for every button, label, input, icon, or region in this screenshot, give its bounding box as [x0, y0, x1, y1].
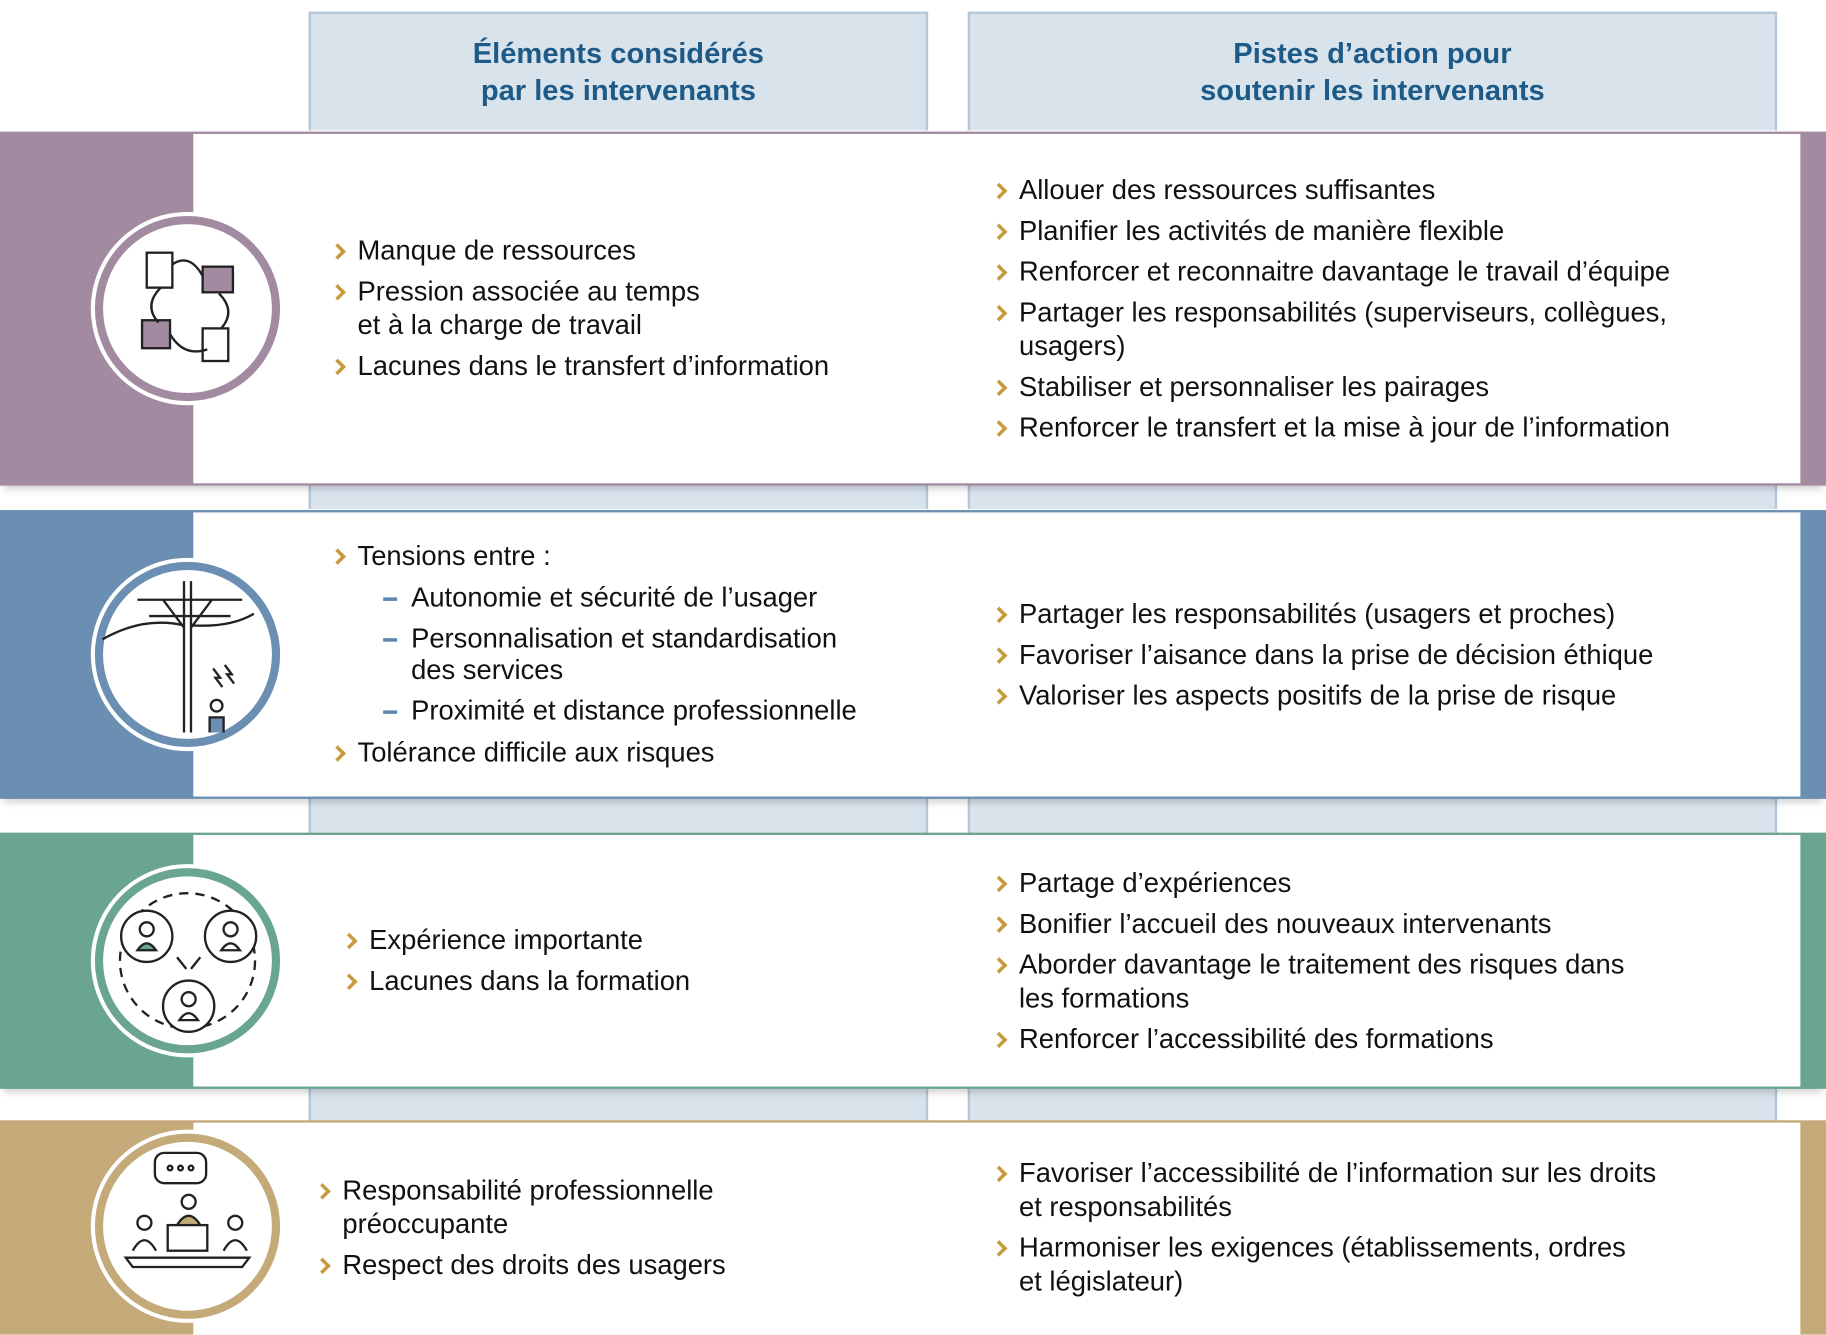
header-left: Éléments considérés par les intervenants — [308, 11, 929, 131]
column-strip — [967, 1086, 1778, 1123]
icon-hands — [94, 216, 281, 402]
item-text: Expérience importante — [369, 924, 643, 955]
list-item: Valoriser les aspects positifs de la pri… — [993, 678, 1797, 712]
header-right: Pistes d’action pour soutenir les interv… — [967, 11, 1778, 131]
icon-exchange — [94, 868, 281, 1054]
list-item: Lacunes dans la formation — [344, 964, 938, 998]
left-list: Responsabilité professionnelle préoccupa… — [317, 1166, 934, 1288]
item-text: Renforcer le transfert et la mise à jour… — [1018, 411, 1670, 442]
list-item: Favoriser l’accessibilité de l’informati… — [993, 1156, 1797, 1224]
column-strip — [967, 796, 1778, 835]
list-item: Aborder davantage le traitement des risq… — [993, 947, 1797, 1015]
list-item: Planifier les activités de manière flexi… — [993, 214, 1797, 248]
list-item: Stabiliser et personnaliser les pairages — [993, 370, 1797, 404]
list-item: Renforcer l’accessibilité des formations — [993, 1022, 1797, 1056]
item-text: Allouer des ressources suffisantes — [1018, 174, 1436, 205]
icon-circle — [90, 557, 285, 752]
column-strip — [308, 483, 929, 509]
column-strip — [308, 796, 929, 835]
item-text: Lacunes dans le transfert d’information — [357, 350, 830, 381]
row-band: Expérience importante Lacunes dans la for… — [0, 832, 1826, 1089]
item-text: Partage d’expériences — [1018, 867, 1292, 898]
list-item: Respect des droits des usagers — [317, 1248, 934, 1282]
list-item: Pression associée au temps et à la charg… — [332, 275, 938, 343]
row-band: Tensions entre : Autonomie et sécurité de… — [0, 510, 1826, 799]
item-text: Stabiliser et personnaliser les pairages — [1018, 370, 1490, 402]
left-list: Tensions entre : Autonomie et sécurité de… — [332, 532, 938, 777]
list-item: Bonifier l’accueil des nouveaux interven… — [993, 907, 1797, 941]
sub-item: Proximité et distance professionnelle — [358, 695, 938, 726]
list-item: Favoriser l’aisance dans la prise de déc… — [993, 638, 1797, 672]
list-item: Renforcer le transfert et la mise à jour… — [993, 411, 1797, 445]
item-text: Partager les responsabilités (superviseu… — [1018, 296, 1667, 361]
left-list: Expérience importante Lacunes dans la for… — [344, 916, 938, 1005]
item-text: Renforcer et reconnaitre davantage le tr… — [1018, 255, 1671, 286]
list-item: Renforcer et reconnaitre davantage le tr… — [993, 254, 1797, 288]
item-text: Tensions entre : — [357, 540, 551, 571]
icon-pole — [94, 561, 281, 748]
icon-circle — [90, 211, 285, 406]
sub-item: Autonomie et sécurité de l’usager — [358, 582, 938, 613]
item-text: Planifier les activités de manière flexi… — [1018, 214, 1505, 246]
column-strip — [308, 1086, 929, 1123]
list-item: Responsabilité professionnelle préoccupa… — [317, 1173, 934, 1241]
list-item: Tolérance difficile aux risques — [332, 736, 938, 770]
row-band: Manque de ressources Pression associée au… — [0, 131, 1826, 486]
list-item: Expérience importante — [344, 923, 938, 957]
item-text: Favoriser l’aisance dans la prise de déc… — [1018, 638, 1654, 670]
right-list: Partage d’expériences Bonifier l’accueil … — [993, 859, 1797, 1063]
item-text: Responsabilité professionnelle préoccupa… — [342, 1174, 714, 1239]
icon-circle — [90, 1129, 285, 1323]
sub-item: Personnalisation et standardisation des … — [358, 623, 938, 686]
icon-meeting — [94, 1133, 281, 1319]
row-band: Responsabilité professionnelle préoccupa… — [0, 1120, 1826, 1335]
item-text: Valoriser les aspects positifs de la pri… — [1018, 679, 1617, 710]
item-text: Favoriser l’accessibilité de l’informati… — [1018, 1157, 1657, 1222]
list-item: Lacunes dans le transfert d’information — [332, 349, 938, 383]
item-text: Renforcer l’accessibilité des formations — [1018, 1023, 1494, 1054]
list-item: Manque de ressources — [332, 234, 938, 268]
item-text: Tolérance difficile aux risques — [357, 737, 715, 768]
column-strip — [967, 483, 1778, 509]
right-list: Allouer des ressources suffisantes Planif… — [993, 166, 1797, 451]
icon-circle — [90, 864, 285, 1058]
item-text: Respect des droits des usagers — [342, 1248, 726, 1280]
list-item: Harmoniser les exigences (établissements… — [993, 1231, 1797, 1299]
item-text: Bonifier l’accueil des nouveaux interven… — [1018, 907, 1552, 939]
sub-list: Autonomie et sécurité de l’usager Personn… — [358, 582, 938, 726]
left-list: Manque de ressources Pression associée au… — [332, 227, 938, 390]
list-item: Partager les responsabilités (superviseu… — [993, 295, 1797, 363]
right-list: Favoriser l’accessibilité de l’informati… — [993, 1149, 1797, 1305]
list-item: Partage d’expériences — [993, 866, 1797, 900]
list-item: Tensions entre : Autonomie et sécurité de… — [332, 539, 938, 726]
item-text: Harmoniser les exigences (établissements… — [1018, 1232, 1626, 1297]
right-list: Partager les responsabilités (usagers et… — [993, 590, 1797, 719]
item-text: Manque de ressources — [357, 235, 636, 266]
item-text: Partager les responsabilités (usagers et… — [1018, 597, 1616, 629]
list-item: Allouer des ressources suffisantes — [993, 173, 1797, 207]
item-text: Pression associée au temps et à la charg… — [357, 275, 700, 341]
list-item: Partager les responsabilités (usagers et… — [993, 597, 1797, 631]
item-text: Aborder davantage le traitement des risq… — [1018, 948, 1625, 1013]
item-text: Lacunes dans la formation — [369, 965, 691, 996]
